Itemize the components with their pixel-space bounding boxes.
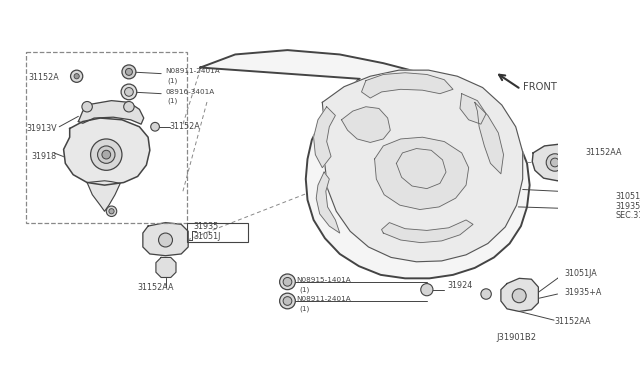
Circle shape (125, 87, 133, 96)
Circle shape (121, 84, 137, 100)
Polygon shape (362, 73, 453, 98)
Polygon shape (156, 257, 176, 278)
Circle shape (91, 139, 122, 170)
Text: 31918: 31918 (31, 152, 56, 161)
Circle shape (106, 206, 116, 217)
Circle shape (122, 65, 136, 79)
Text: FRONT: FRONT (523, 82, 557, 92)
Text: N08915-1401A: N08915-1401A (296, 277, 351, 283)
Circle shape (70, 70, 83, 82)
Circle shape (283, 278, 292, 286)
Text: 31152A: 31152A (29, 74, 60, 83)
Text: 31051J: 31051J (193, 232, 221, 241)
Circle shape (512, 289, 526, 303)
Text: (1): (1) (300, 305, 310, 312)
Circle shape (280, 293, 295, 309)
Circle shape (574, 156, 584, 167)
Text: 31152AA: 31152AA (586, 148, 622, 157)
Text: 31913V: 31913V (26, 124, 56, 133)
Circle shape (125, 68, 132, 76)
Polygon shape (501, 278, 538, 311)
Polygon shape (79, 101, 144, 124)
Circle shape (150, 122, 159, 131)
Circle shape (280, 274, 295, 290)
Polygon shape (460, 94, 486, 124)
Circle shape (420, 283, 433, 296)
Text: N08911-2401A: N08911-2401A (296, 296, 351, 302)
Polygon shape (323, 70, 523, 262)
Text: 31051JA: 31051JA (564, 269, 597, 278)
Text: N08911-2401A: N08911-2401A (166, 68, 220, 74)
Circle shape (82, 102, 92, 112)
Polygon shape (381, 220, 473, 243)
Polygon shape (143, 222, 188, 256)
Circle shape (283, 296, 292, 305)
Polygon shape (374, 137, 468, 209)
Text: J31901B2: J31901B2 (497, 333, 536, 342)
Polygon shape (396, 148, 446, 189)
Polygon shape (63, 118, 150, 185)
Text: 31924: 31924 (448, 281, 473, 290)
Polygon shape (200, 50, 530, 278)
Circle shape (97, 146, 115, 163)
Polygon shape (342, 107, 390, 142)
Text: (1): (1) (167, 77, 177, 84)
Text: (1): (1) (167, 97, 177, 104)
Polygon shape (532, 144, 577, 181)
Circle shape (102, 150, 111, 159)
Text: 31152A: 31152A (170, 122, 200, 131)
Text: 31935: 31935 (615, 202, 640, 211)
Circle shape (74, 74, 79, 79)
Polygon shape (314, 107, 335, 168)
Text: 31935+A: 31935+A (564, 288, 602, 297)
Text: 31051J: 31051J (615, 192, 640, 201)
Polygon shape (316, 172, 340, 233)
Text: 31152AA: 31152AA (138, 283, 174, 292)
Circle shape (124, 102, 134, 112)
Polygon shape (87, 181, 120, 211)
Circle shape (109, 209, 114, 214)
Circle shape (159, 233, 173, 247)
Text: 08916-3401A: 08916-3401A (166, 89, 215, 95)
Text: SEC.311: SEC.311 (615, 211, 640, 220)
Polygon shape (475, 102, 504, 174)
Circle shape (481, 289, 492, 299)
Circle shape (546, 154, 564, 171)
Text: (1): (1) (300, 286, 310, 293)
Text: 31152AA: 31152AA (554, 317, 591, 326)
Text: 31935: 31935 (193, 222, 219, 231)
Circle shape (550, 158, 559, 167)
